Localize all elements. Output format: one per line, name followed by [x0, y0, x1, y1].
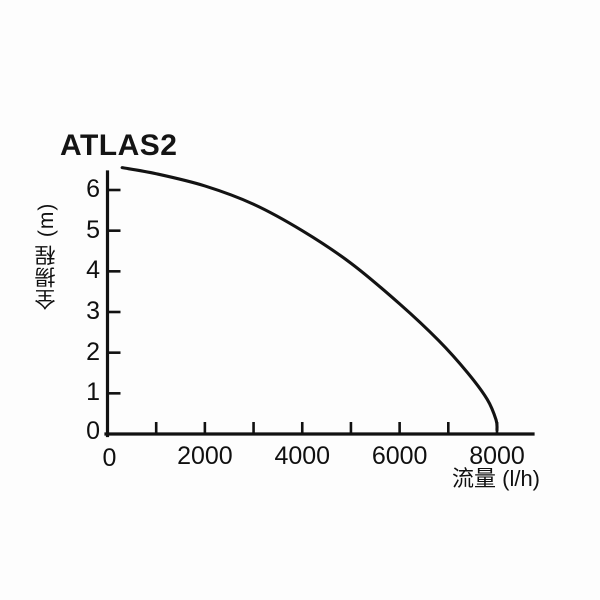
y-tick-label-3: 3	[86, 297, 100, 325]
x-tick-label-4000: 4000	[274, 442, 331, 470]
y-axis-ticks	[107, 188, 121, 395]
x-tick-label-8000: 8000	[469, 442, 525, 470]
x-axis-ticks	[154, 422, 499, 434]
data-series-group	[120, 166, 499, 432]
y-tick-label-6: 6	[86, 175, 100, 203]
y-tick-label-4: 4	[86, 256, 100, 285]
axes	[104, 170, 535, 438]
x-tick-label-2000: 2000	[177, 442, 233, 470]
y-tick-label-0: 0	[86, 417, 100, 445]
chart-title: ATLAS2	[60, 129, 178, 162]
y-tick-label-1: 1	[86, 378, 100, 407]
x-axis-label: 流量 (l/h)	[452, 466, 541, 491]
curve-atlas2	[120, 166, 499, 432]
y-tick-label-2: 2	[86, 337, 100, 366]
x-tick-label-6000: 6000	[371, 442, 428, 470]
x-tick-label-0: 0	[102, 444, 117, 472]
y-tick-label-5: 5	[86, 215, 100, 244]
